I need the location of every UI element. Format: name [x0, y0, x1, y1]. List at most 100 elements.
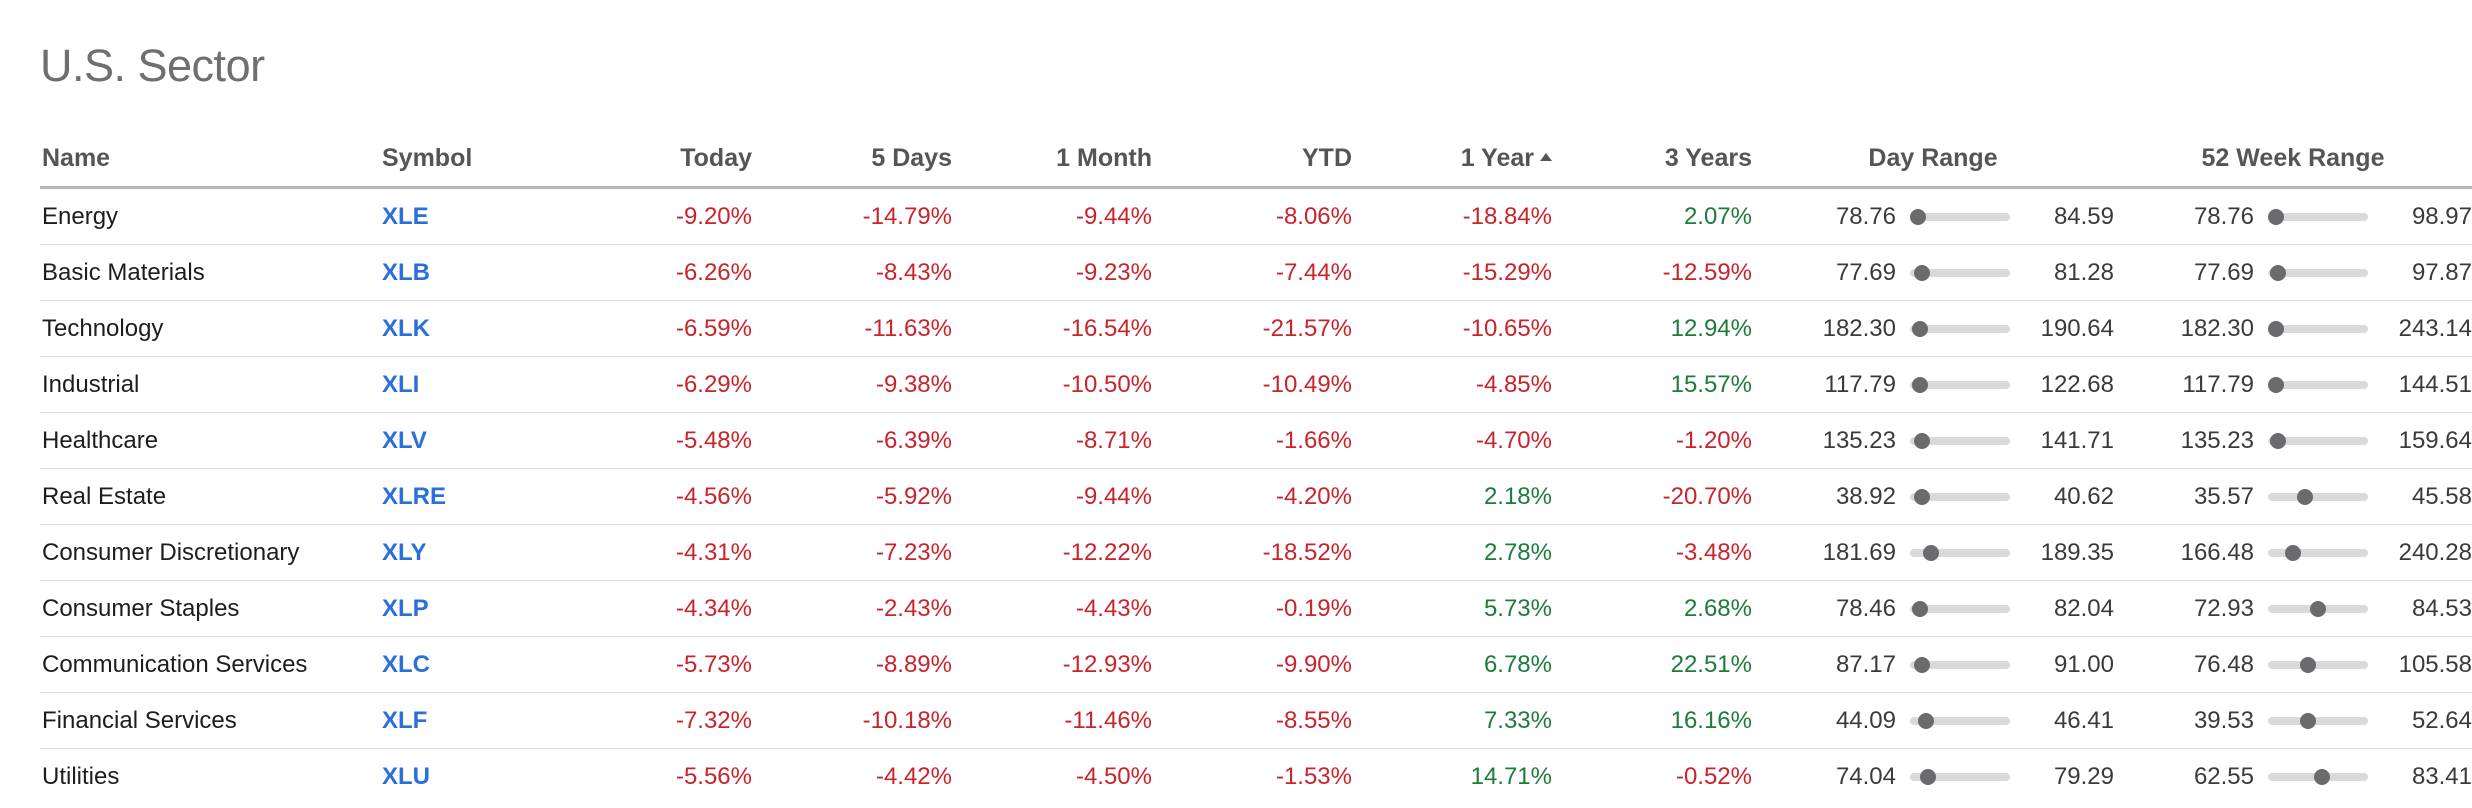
- change-five-days: -9.38%: [752, 356, 952, 413]
- week52-range: 166.48 240.28: [2114, 524, 2472, 581]
- column-header-label: Symbol: [382, 143, 473, 172]
- symbol-cell: XLK: [382, 300, 552, 357]
- column-header-3-years[interactable]: 3 Years: [1552, 130, 1752, 189]
- range-track: [1910, 488, 2010, 505]
- range-high: 240.28: [2398, 538, 2472, 566]
- table-row[interactable]: Basic Materials XLB -6.26% -8.43% -9.23% -7.4…: [40, 244, 2472, 301]
- change-today: -5.48%: [552, 412, 752, 469]
- column-header-52-week-range[interactable]: 52 Week Range: [2114, 130, 2472, 189]
- change-one-month: -10.50%: [952, 356, 1152, 413]
- table-row[interactable]: Healthcare XLV -5.48% -6.39% -8.71% -1.66% -4.…: [40, 412, 2472, 469]
- range-low: 135.23: [1822, 426, 1896, 454]
- change-ytd: -1.53%: [1275, 762, 1352, 790]
- symbol-link[interactable]: XLY: [382, 538, 427, 566]
- column-header-1-year[interactable]: 1 Year: [1352, 130, 1552, 189]
- day-range: 181.69 189.35: [1752, 524, 2114, 581]
- table-row[interactable]: Financial Services XLF -7.32% -10.18% -11.46…: [40, 692, 2472, 749]
- table-row[interactable]: Energy XLE -9.20% -14.79% -9.44% -8.06% -18.84…: [40, 187, 2472, 245]
- range-low: 78.76: [1835, 202, 1896, 230]
- range-low: 78.76: [2193, 202, 2254, 230]
- table-row[interactable]: Utilities XLU -5.56% -4.42% -4.50% -1.53% 14.7…: [40, 749, 2472, 805]
- change-three-years: -20.70%: [1552, 468, 1752, 525]
- range-high: 84.59: [2053, 202, 2114, 230]
- column-header-name[interactable]: Name: [40, 130, 382, 189]
- symbol-cell: XLRE: [382, 468, 552, 525]
- week52-range: 76.48 105.58: [2114, 636, 2472, 693]
- change-one-month: -9.23%: [952, 244, 1152, 301]
- change-ytd: -18.52%: [1152, 524, 1352, 581]
- range-high: 40.62: [2053, 482, 2114, 510]
- range-high: 91.00: [2053, 650, 2114, 678]
- day-range: 74.04 79.29: [1752, 749, 2114, 805]
- column-header-5-days[interactable]: 5 Days: [752, 130, 952, 189]
- change-one-year: -18.84%: [1352, 187, 1552, 245]
- range-marker: [2296, 488, 2313, 505]
- range-track: [1910, 376, 2010, 393]
- range-track: [1910, 600, 2010, 617]
- column-header-1-month[interactable]: 1 Month: [952, 130, 1152, 189]
- column-header-symbol[interactable]: Symbol: [382, 130, 552, 189]
- symbol-link[interactable]: XLRE: [382, 482, 447, 510]
- table-row[interactable]: Technology XLK -6.59% -11.63% -16.54% -21.57%…: [40, 300, 2472, 357]
- change-one-year: 7.33%: [1352, 692, 1552, 749]
- range-marker: [2268, 376, 2284, 393]
- column-header-label: Day Range: [1868, 143, 1998, 172]
- change-five-days: -11.63%: [752, 300, 952, 357]
- symbol-link[interactable]: XLK: [382, 314, 430, 342]
- day-range: 135.23 141.71: [1752, 412, 2114, 469]
- table-row[interactable]: Consumer Staples XLP -4.34% -2.43% -4.43% -0.…: [40, 580, 2472, 637]
- day-range: 78.46 82.04: [1752, 580, 2114, 637]
- sector-name: Financial Services: [40, 692, 382, 749]
- range-marker: [1914, 264, 1931, 281]
- range-low: 117.79: [2182, 370, 2254, 398]
- symbol-cell: XLC: [382, 636, 552, 693]
- range-low: 117.79: [1824, 370, 1896, 398]
- range-low: 77.69: [2193, 258, 2254, 286]
- column-header-label: 5 Days: [871, 143, 952, 172]
- week52-range: 77.69 97.87: [2114, 244, 2472, 301]
- change-one-month: -9.44%: [952, 468, 1152, 525]
- day-range: 77.69 81.28: [1752, 244, 2114, 301]
- column-header-today[interactable]: Today: [552, 130, 752, 189]
- symbol-link[interactable]: XLU: [382, 762, 430, 790]
- change-one-month: -4.43%: [952, 580, 1152, 637]
- change-one-month: -12.93%: [952, 636, 1152, 693]
- change-five-days: -2.43%: [752, 580, 952, 637]
- symbol-cell: XLB: [382, 244, 552, 301]
- change-today: -5.73%: [552, 636, 752, 693]
- range-low: 166.48: [2180, 538, 2254, 566]
- table-row[interactable]: Industrial XLI -6.29% -9.38% -10.50% -10.49% -…: [40, 356, 2472, 413]
- change-ytd: -8.06%: [1152, 187, 1352, 245]
- change-one-year: -15.29%: [1352, 244, 1552, 301]
- column-header-ytd[interactable]: YTD: [1152, 130, 1352, 189]
- column-header-label: 1 Year: [1460, 143, 1534, 172]
- change-today: -7.32%: [552, 692, 752, 749]
- range-track: [2268, 264, 2368, 281]
- symbol-link[interactable]: XLP: [382, 594, 429, 622]
- range-low: 74.04: [1835, 762, 1896, 790]
- symbol-link[interactable]: XLI: [382, 370, 420, 398]
- symbol-link[interactable]: XLC: [382, 650, 430, 678]
- range-high: 82.04: [2053, 594, 2114, 622]
- table-row[interactable]: Consumer Discretionary XLY -4.31% -7.23% -12…: [40, 524, 2472, 581]
- symbol-link[interactable]: XLV: [382, 426, 427, 454]
- symbol-link[interactable]: XLE: [382, 202, 429, 230]
- change-one-year: -4.85%: [1352, 356, 1552, 413]
- range-track: [2268, 432, 2368, 449]
- table-header-row: Name Symbol Today 5 Days 1 Month YTD 1 Y…: [40, 130, 2472, 189]
- change-three-years: 12.94%: [1552, 300, 1752, 357]
- table-row[interactable]: Communication Services XLC -5.73% -8.89% -12…: [40, 636, 2472, 693]
- range-high: 45.58: [2411, 482, 2472, 510]
- symbol-link[interactable]: XLB: [382, 258, 430, 286]
- table-row[interactable]: Real Estate XLRE -4.56% -5.92% -9.44% -4.20% 2…: [40, 468, 2472, 525]
- symbol-cell: XLI: [382, 356, 552, 413]
- symbol-link[interactable]: XLF: [382, 706, 428, 734]
- range-track: [2268, 712, 2368, 729]
- range-low: 181.69: [1822, 538, 1896, 566]
- change-five-days: -6.39%: [752, 412, 952, 469]
- change-one-year: 2.78%: [1352, 524, 1552, 581]
- change-one-year: -4.70%: [1352, 412, 1552, 469]
- column-header-day-range[interactable]: Day Range: [1752, 130, 2114, 189]
- range-low: 35.57: [2193, 482, 2254, 510]
